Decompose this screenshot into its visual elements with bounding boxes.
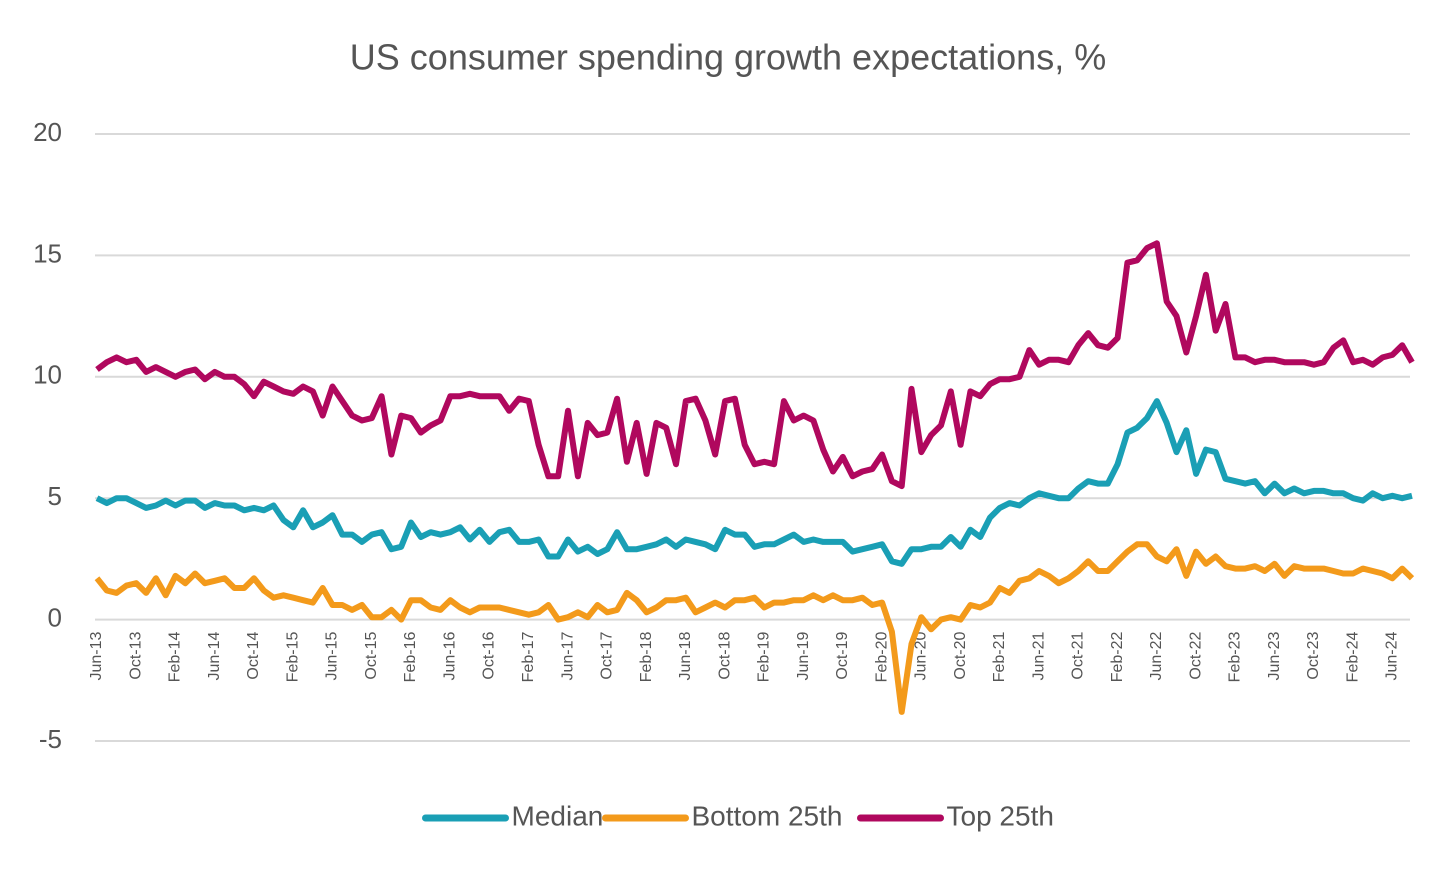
x-tick-label: Jun-17 [559, 631, 576, 680]
series-line [94, 541, 1415, 715]
x-tick-label: Jun-16 [442, 631, 459, 680]
x-tick-label: Feb-21 [991, 632, 1008, 683]
x-tick-label: Feb-24 [1344, 632, 1361, 683]
legend-label: Top 25th [947, 800, 1054, 831]
y-tick-label: 10 [33, 360, 62, 390]
x-tick-label: Oct-14 [245, 631, 262, 679]
x-tick-label: Oct-22 [1187, 631, 1204, 679]
x-tick-label: Feb-20 [873, 632, 890, 683]
x-tick-label: Oct-15 [363, 631, 380, 679]
series-line [95, 240, 1415, 490]
x-tick-label: Jun-22 [1148, 631, 1165, 680]
x-tick-label: Feb-17 [520, 632, 537, 683]
x-tick-label: Feb-14 [167, 632, 184, 683]
x-tick-label: Oct-20 [952, 631, 969, 679]
y-tick-label: 5 [48, 481, 62, 511]
x-tick-label: Feb-16 [402, 632, 419, 683]
x-tick-label: Oct-17 [599, 631, 616, 679]
y-tick-label: 15 [33, 238, 62, 268]
x-tick-label: Jun-18 [677, 631, 694, 680]
x-tick-label: Oct-13 [127, 631, 144, 679]
x-tick-label: Oct-19 [834, 631, 851, 679]
x-tick-label: Feb-18 [638, 632, 655, 683]
x-tick-label: Oct-23 [1305, 631, 1322, 679]
x-tick-label: Oct-16 [481, 631, 498, 679]
legend-label: Bottom 25th [692, 800, 843, 831]
x-tick-label: Oct-18 [716, 631, 733, 679]
x-tick-label: Jun-20 [913, 631, 930, 680]
x-tick-label: Feb-23 [1227, 632, 1244, 683]
x-tick-label: Jun-14 [206, 631, 223, 680]
y-tick-label: 20 [33, 117, 62, 147]
x-tick-label: Jun-23 [1266, 631, 1283, 680]
x-tick-label: Jun-21 [1030, 631, 1047, 680]
y-tick-label: 0 [48, 602, 62, 632]
y-tick-label: -5 [39, 724, 62, 754]
x-tick-label: Feb-22 [1109, 632, 1126, 683]
series-line [95, 398, 1413, 567]
x-tick-label: Jun-15 [324, 631, 341, 680]
legend-label: Median [512, 800, 604, 831]
x-tick-label: Feb-15 [284, 632, 301, 683]
x-tick-label: Jun-19 [795, 631, 812, 680]
x-tick-label: Oct-21 [1070, 631, 1087, 679]
chart-title: US consumer spending growth expectations… [350, 37, 1106, 78]
x-tick-label: Feb-19 [756, 632, 773, 683]
x-tick-label: Jun-13 [88, 631, 105, 680]
x-tick-label: Jun-24 [1384, 631, 1401, 680]
